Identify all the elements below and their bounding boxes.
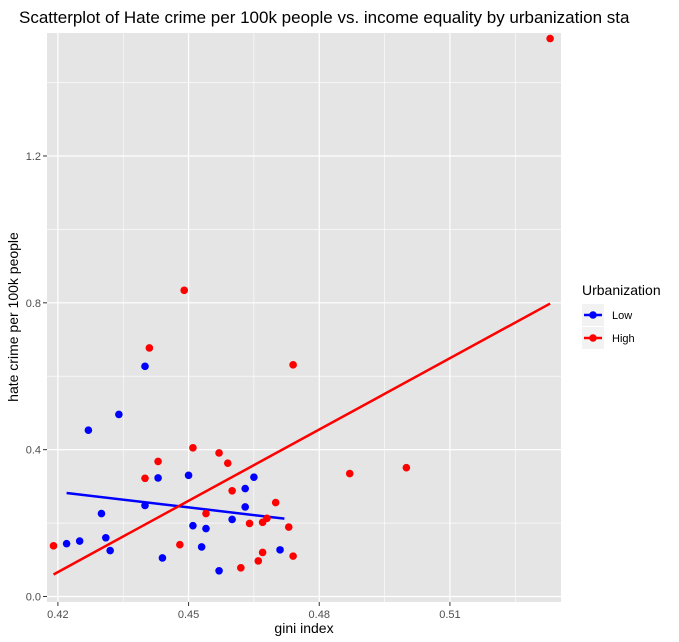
point-low bbox=[115, 410, 123, 419]
x-axis-title: gini index bbox=[274, 620, 333, 636]
legend-key-point bbox=[589, 311, 597, 319]
trend-line-low bbox=[66, 491, 285, 520]
point-high bbox=[202, 509, 210, 518]
point-low bbox=[241, 503, 249, 511]
point-high bbox=[345, 469, 354, 478]
point-low bbox=[62, 539, 71, 548]
point-high bbox=[176, 540, 184, 549]
point-high bbox=[245, 519, 254, 528]
chart-title: Scatterplot of Hate crime per 100k peopl… bbox=[19, 8, 630, 27]
point-low bbox=[250, 473, 258, 481]
point-low bbox=[75, 537, 84, 545]
point-high bbox=[223, 459, 232, 468]
y-axis: 0.0 0.4 0.8 1.2 bbox=[26, 151, 47, 603]
point-low bbox=[106, 546, 114, 555]
x-tick-label: 0.45 bbox=[178, 609, 199, 621]
x-tick-label: 0.42 bbox=[47, 609, 68, 621]
point-high bbox=[145, 344, 154, 352]
plot-panel bbox=[47, 33, 561, 602]
point-low bbox=[84, 426, 93, 434]
point-high bbox=[289, 552, 297, 560]
point-low bbox=[141, 501, 149, 510]
y-tick-label: 0.4 bbox=[26, 445, 41, 457]
trend-line-high bbox=[52, 302, 551, 576]
legend-key-point bbox=[589, 334, 597, 342]
point-high bbox=[141, 474, 149, 483]
y-tick-label: 0.8 bbox=[26, 298, 41, 310]
point-high bbox=[180, 286, 189, 295]
point-low bbox=[202, 524, 210, 533]
point-high bbox=[189, 444, 197, 452]
y-tick-label: 1.2 bbox=[26, 151, 41, 163]
point-low bbox=[215, 566, 223, 575]
y-axis-title: hate crime per 100k people bbox=[5, 232, 21, 402]
point-high bbox=[289, 361, 297, 369]
point-high bbox=[271, 498, 280, 507]
point-low bbox=[97, 509, 106, 518]
y-tick-label: 0.0 bbox=[26, 591, 41, 603]
point-high bbox=[237, 564, 245, 572]
point-high bbox=[284, 523, 293, 531]
point-high bbox=[154, 457, 162, 466]
point-low bbox=[158, 554, 167, 562]
x-tick-label: 0.48 bbox=[309, 609, 330, 621]
point-low bbox=[228, 515, 236, 524]
point-high bbox=[263, 514, 271, 523]
point-low bbox=[184, 471, 193, 480]
legend-label-low: Low bbox=[612, 310, 632, 322]
point-low bbox=[241, 484, 249, 493]
legend-label-high: High bbox=[612, 333, 635, 345]
point-high bbox=[49, 542, 58, 550]
point-high bbox=[254, 557, 263, 565]
point-low bbox=[141, 362, 149, 371]
x-tick-label: 0.51 bbox=[439, 609, 460, 621]
legend-items: Low High bbox=[582, 304, 635, 349]
point-high bbox=[546, 34, 554, 43]
point-low bbox=[197, 543, 206, 551]
point-low bbox=[102, 533, 110, 542]
point-high bbox=[228, 486, 236, 495]
point-high bbox=[215, 449, 223, 457]
point-high bbox=[258, 548, 267, 557]
legend-title: Urbanization bbox=[582, 282, 661, 298]
legend: Urbanization Low High bbox=[582, 282, 661, 349]
point-low bbox=[276, 546, 284, 554]
point-low bbox=[189, 521, 197, 530]
point-high bbox=[402, 463, 411, 472]
point-low bbox=[154, 474, 162, 482]
data-points bbox=[49, 34, 554, 575]
trend-lines bbox=[52, 302, 551, 576]
x-axis: 0.42 0.45 0.48 0.51 bbox=[47, 602, 461, 621]
